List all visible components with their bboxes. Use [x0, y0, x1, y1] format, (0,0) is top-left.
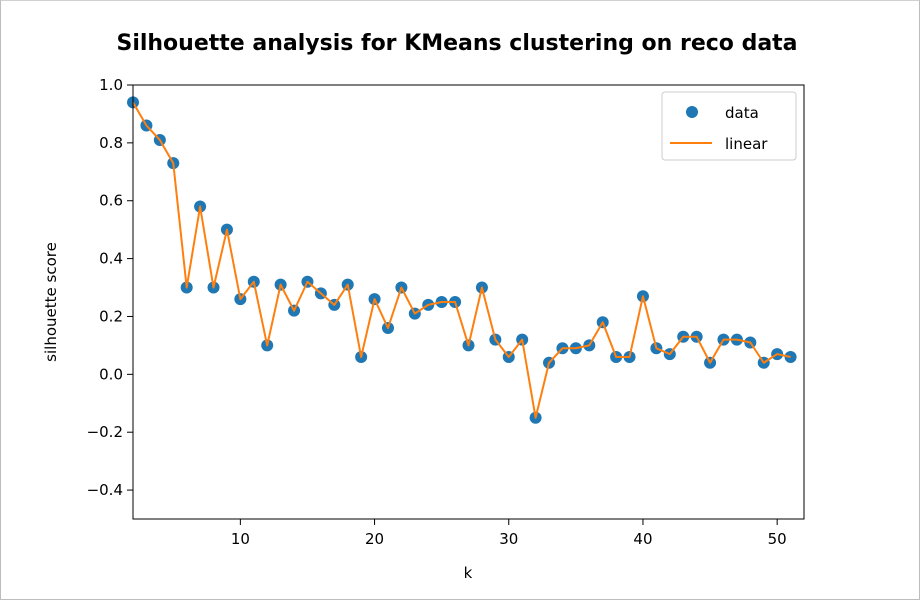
y-tick-label: 1.0: [99, 76, 123, 94]
y-tick-label: 0.4: [99, 250, 123, 268]
y-tick-label: 0.2: [99, 307, 123, 325]
x-axis-label: k: [464, 564, 473, 582]
y-tick-label: 0.8: [99, 134, 123, 152]
legend-data-label: data: [725, 104, 759, 122]
y-tick-label: 0.6: [99, 192, 123, 210]
x-tick-label: 20: [365, 530, 384, 548]
x-axis-ticks: 10 20 30 40 50: [231, 519, 787, 548]
linear-series-line: [132, 101, 791, 419]
legend-data-marker: [686, 106, 698, 118]
axes-frame: [132, 84, 805, 520]
data-marks: [127, 96, 797, 424]
y-tick-label: −0.2: [87, 423, 123, 441]
y-tick-label: −0.4: [87, 481, 123, 499]
legend-linear-label: linear: [725, 135, 768, 153]
legend: data linear: [661, 91, 797, 161]
chart-title: Silhouette analysis for KMeans clusterin…: [116, 31, 797, 56]
y-axis-label: silhouette score: [42, 242, 60, 362]
y-axis-ticks: −0.4 −0.2 0.0 0.2 0.4 0.6 0.8 1.0: [87, 76, 133, 499]
x-tick-label: 30: [499, 530, 518, 548]
x-tick-label: 40: [633, 530, 652, 548]
x-tick-label: 10: [231, 530, 250, 548]
y-tick-label: 0.0: [99, 365, 123, 383]
x-tick-label: 50: [768, 530, 787, 548]
